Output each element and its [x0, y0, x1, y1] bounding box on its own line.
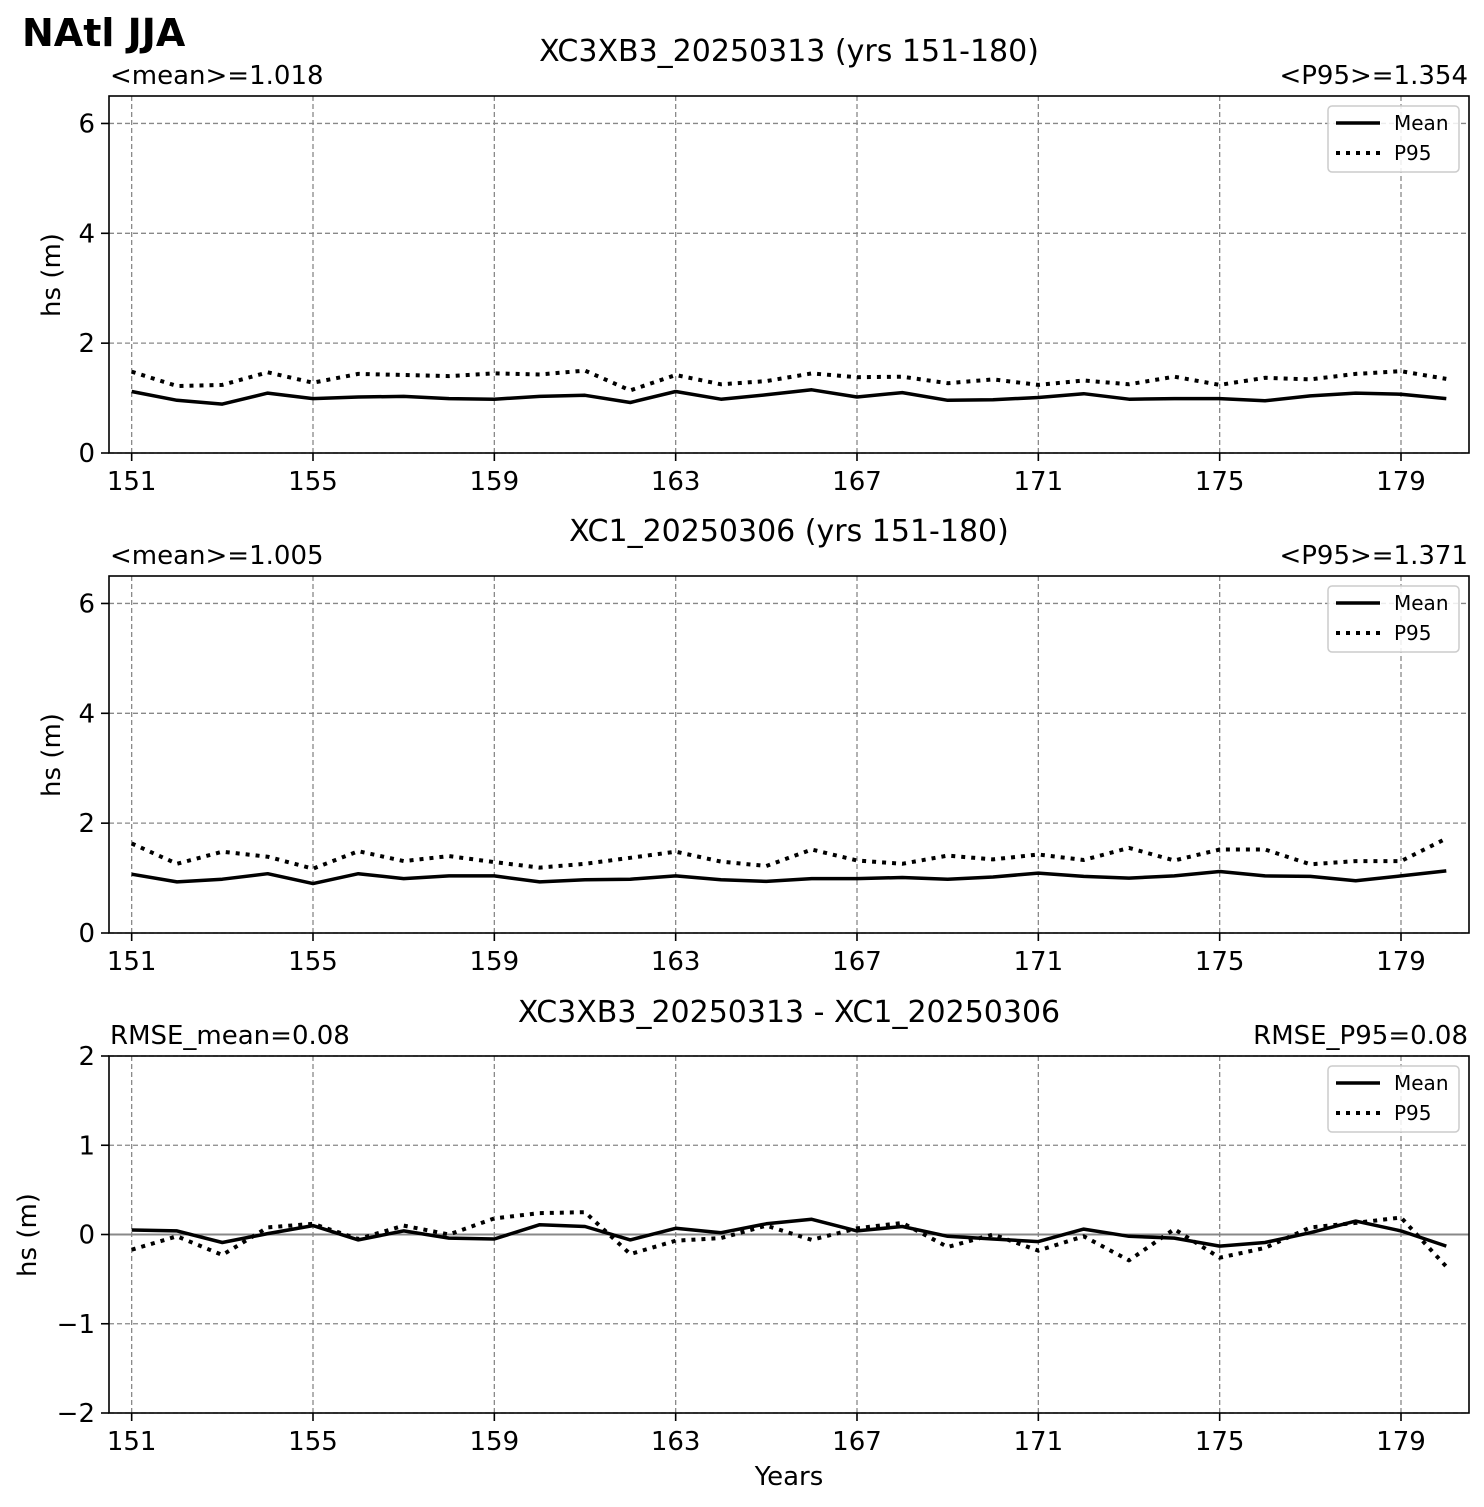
y-tick-label: 4 [78, 699, 95, 729]
y-tick-label: 2 [78, 809, 95, 839]
legend-p95-label: P95 [1394, 621, 1432, 645]
x-tick-label: 167 [832, 467, 882, 497]
series-line-p95 [131, 1210, 1448, 1268]
rmse-mean-annotation: RMSE_mean=0.08 [110, 1021, 350, 1051]
legend-mean-label: Mean [1394, 1071, 1449, 1095]
x-tick-label: 179 [1376, 467, 1426, 497]
x-tick-label: 179 [1376, 1427, 1426, 1457]
x-tick-label: 151 [107, 1427, 157, 1457]
panel-title: XC3XB3_20250313 - XC1_20250306 [518, 995, 1060, 1030]
y-tick-label: 4 [78, 219, 95, 249]
y-tick-label: 0 [78, 1221, 95, 1251]
rmse-p95-annotation: RMSE_P95=0.08 [1253, 1021, 1468, 1051]
panel-middle: XC1_20250306 (yrs 151-180) <mean>=1.005 … [37, 514, 1470, 977]
p95-annotation: <P95>=1.354 [1279, 61, 1468, 91]
y-tick-label: 6 [78, 109, 95, 139]
x-tick-label: 171 [1014, 467, 1064, 497]
x-tick-label: 171 [1014, 1427, 1064, 1457]
x-tick-label: 171 [1014, 947, 1064, 977]
y-tick-label: −2 [57, 1399, 95, 1429]
legend: Mean P95 [1327, 585, 1460, 653]
x-tick-label: 167 [832, 1427, 882, 1457]
legend-mean-label: Mean [1394, 111, 1449, 135]
x-tick-label: 159 [470, 947, 520, 977]
x-tick-label: 175 [1195, 467, 1245, 497]
figure-title: NAtl JJA [22, 11, 186, 55]
x-tick-label: 163 [651, 947, 701, 977]
y-tick-label: 6 [78, 589, 95, 619]
x-axis-label: Years [754, 1462, 824, 1492]
x-tick-label: 155 [288, 947, 338, 977]
mean-annotation: <mean>=1.005 [110, 541, 324, 571]
series-line-mean [131, 1217, 1447, 1248]
y-tick-label: 0 [78, 919, 95, 949]
legend-p95-label: P95 [1394, 141, 1432, 165]
y-axis-label: hs (m) [37, 713, 67, 797]
x-tick-label: 163 [651, 467, 701, 497]
axes-frame [108, 95, 1470, 454]
series-line-mean [131, 869, 1447, 886]
y-tick-label: 2 [78, 329, 95, 359]
y-axis-label: hs (m) [13, 1193, 43, 1277]
axes-frame [108, 575, 1470, 934]
p95-annotation: <P95>=1.371 [1279, 541, 1468, 571]
x-tick-label: 159 [470, 467, 520, 497]
series-line-mean [131, 388, 1447, 406]
x-tick-label: 151 [107, 467, 157, 497]
panel-title: XC1_20250306 (yrs 151-180) [569, 514, 1009, 549]
x-tick-label: 159 [470, 1427, 520, 1457]
x-tick-label: 175 [1195, 1427, 1245, 1457]
panel-top: XC3XB3_20250313 (yrs 151-180) <mean>=1.0… [37, 34, 1470, 497]
x-tick-label: 163 [651, 1427, 701, 1457]
legend: Mean P95 [1327, 105, 1460, 173]
series-line-p95 [131, 368, 1447, 393]
mean-annotation: <mean>=1.018 [110, 61, 324, 91]
x-tick-label: 167 [832, 947, 882, 977]
series-line-p95 [130, 836, 1448, 871]
x-tick-label: 179 [1376, 947, 1426, 977]
y-axis-label: hs (m) [37, 233, 67, 317]
x-tick-label: 175 [1195, 947, 1245, 977]
y-tick-label: −1 [57, 1310, 95, 1340]
legend-mean-label: Mean [1394, 591, 1449, 615]
plot-area: 151 155 159 163 167 171 175 179 −2 −1 0 1 2 Mean P95 [57, 1042, 1470, 1457]
x-tick-label: 155 [288, 467, 338, 497]
x-tick-label: 155 [288, 1427, 338, 1457]
plot-area: 151 155 159 163 167 171 175 179 0 2 4 6 Mean P95 [78, 95, 1470, 497]
y-tick-label: 1 [78, 1131, 95, 1161]
plot-area: 151 155 159 163 167 171 175 179 0 2 4 6 Mean P95 [78, 575, 1470, 977]
y-tick-label: 0 [78, 439, 95, 469]
panel-title: XC3XB3_20250313 (yrs 151-180) [539, 34, 1039, 69]
legend: Mean P95 [1327, 1065, 1460, 1133]
legend-p95-label: P95 [1394, 1101, 1432, 1125]
x-tick-label: 151 [107, 947, 157, 977]
panel-bottom: XC3XB3_20250313 - XC1_20250306 RMSE_mean… [13, 995, 1470, 1492]
y-tick-label: 2 [78, 1042, 95, 1072]
